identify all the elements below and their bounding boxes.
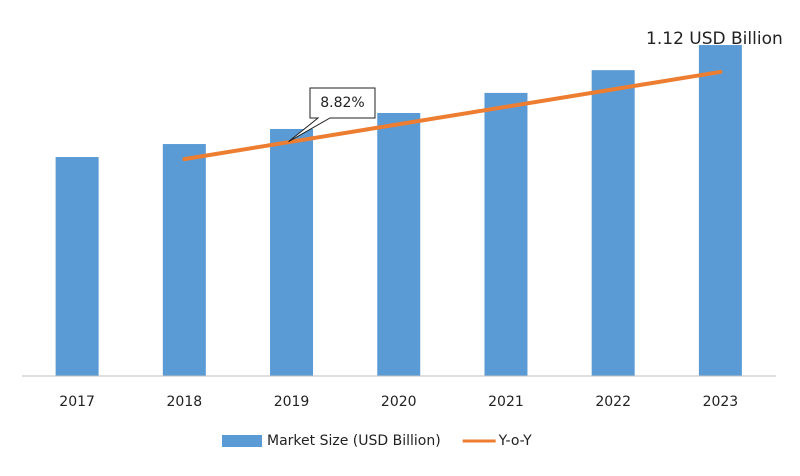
bar — [591, 70, 635, 376]
bar — [55, 157, 99, 376]
data-label: 1.12 USD Billion — [646, 29, 783, 49]
bar — [270, 128, 314, 376]
bar — [162, 144, 206, 376]
bar — [698, 45, 742, 376]
callout-box — [288, 87, 376, 143]
bar — [484, 92, 528, 376]
annotation: 8.82% — [320, 95, 364, 111]
trend-line — [182, 69, 723, 162]
legend-swatch — [222, 435, 262, 447]
legend-label: Market Size (USD Billion) — [267, 433, 441, 449]
x-tick-label: 2019 — [274, 394, 310, 410]
x-tick-label: 2022 — [595, 394, 631, 410]
x-tick-label: 2017 — [59, 394, 95, 410]
callout: 8.82% — [288, 87, 376, 143]
bar — [377, 113, 421, 376]
x-tick-label: 2023 — [703, 394, 739, 410]
x-tick-label: 2018 — [167, 394, 203, 410]
legend-label: Y-o-Y — [498, 433, 532, 449]
x-tick-label: 2021 — [488, 394, 524, 410]
x-tick-label: 2020 — [381, 394, 417, 410]
